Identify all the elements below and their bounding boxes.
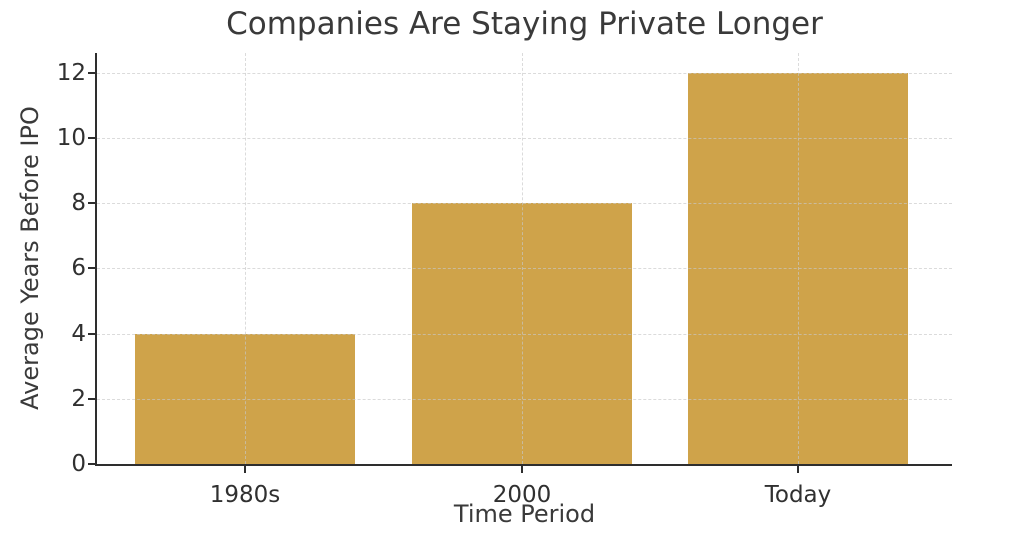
y-tick-mark bbox=[88, 71, 95, 74]
horizontal-gridline bbox=[97, 398, 952, 400]
y-tick-mark bbox=[88, 397, 95, 400]
vertical-gridline bbox=[245, 53, 246, 464]
y-tick-label: 2 bbox=[71, 385, 86, 412]
y-axis-spine bbox=[95, 53, 97, 466]
x-tick-mark bbox=[244, 466, 246, 473]
y-tick-mark bbox=[88, 332, 95, 335]
vertical-gridline bbox=[522, 53, 523, 464]
horizontal-gridline bbox=[97, 72, 952, 74]
y-tick-label: 4 bbox=[71, 320, 86, 347]
x-axis-spine bbox=[95, 464, 952, 466]
x-tick-mark bbox=[797, 466, 799, 473]
vertical-gridline bbox=[798, 53, 799, 464]
horizontal-gridline bbox=[97, 333, 952, 335]
y-tick-label: 8 bbox=[71, 190, 86, 217]
horizontal-gridline bbox=[97, 203, 952, 205]
y-tick-label: 10 bbox=[56, 124, 86, 151]
y-tick-mark bbox=[88, 267, 95, 270]
horizontal-gridline bbox=[97, 268, 952, 270]
x-tick-mark bbox=[521, 466, 523, 473]
y-tick-label: 12 bbox=[56, 59, 86, 86]
y-tick-mark bbox=[88, 463, 95, 465]
horizontal-gridline bbox=[97, 137, 952, 139]
x-tick-label: 2000 bbox=[492, 482, 552, 508]
x-tick-label: 1980s bbox=[209, 482, 281, 508]
y-axis-label: Average Years Before IPO bbox=[16, 106, 44, 410]
y-tick-mark bbox=[88, 202, 95, 205]
x-tick-label: Today bbox=[764, 482, 832, 508]
chart-title: Companies Are Staying Private Longer bbox=[226, 6, 823, 42]
y-tick-label: 6 bbox=[71, 255, 86, 282]
x-axis-label: Time Period bbox=[453, 500, 596, 528]
y-tick-label: 0 bbox=[71, 451, 86, 477]
y-tick-mark bbox=[88, 136, 95, 139]
plot-area: 0 2 4 6 8 10 12 1980s 2000 Today bbox=[57, 53, 952, 508]
